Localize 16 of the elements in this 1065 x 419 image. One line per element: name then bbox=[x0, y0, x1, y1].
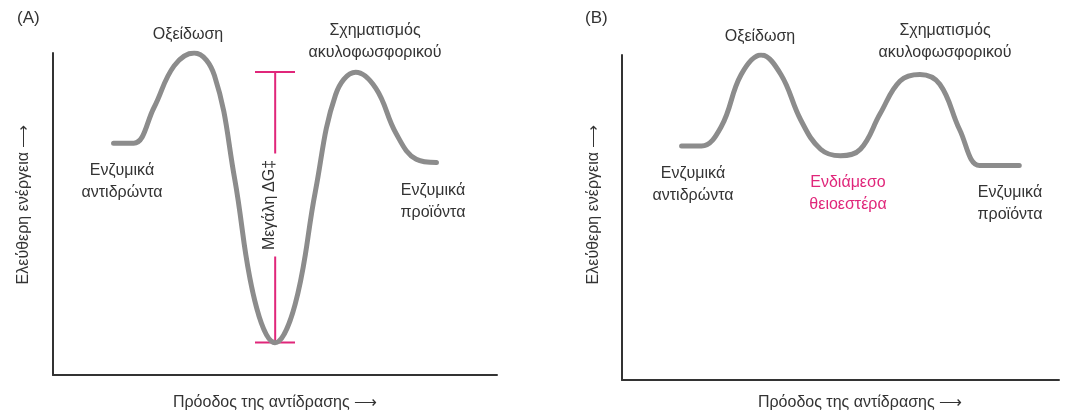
annotation: Ενζυμικά αντιδρώντα bbox=[652, 163, 734, 203]
annotation: Ενζυμικά προϊόντα bbox=[400, 180, 466, 220]
chart-title: (A) bbox=[17, 8, 40, 27]
text: Οξείδωση bbox=[152, 24, 224, 43]
text: Οξείδωση bbox=[724, 26, 796, 45]
annotation: Ενδιάμεσο θειοεστέρα bbox=[809, 173, 887, 213]
annotation: Ενζυμικά αντιδρώντα bbox=[81, 160, 163, 200]
annotation: Σχηματισμός ακυλοφωσφορικού bbox=[308, 20, 442, 60]
annotation: Ενζυμικά προϊόντα bbox=[977, 182, 1043, 222]
x-axis-title: Πρόοδος της αντίδρασης ⟶ bbox=[757, 392, 963, 410]
annotation: Μεγάλη ΔG‡ bbox=[259, 159, 277, 251]
annotation: Σχηματισμός ακυλοφωσφορικού bbox=[878, 20, 1012, 60]
x-axis-title: Πρόοδος της αντίδρασης ⟶ bbox=[172, 392, 378, 410]
y-axis-title: Ελεύθερη ενέργεια ⟶ bbox=[583, 124, 601, 285]
y-axis-title: Ελεύθερη ενέργεια ⟶ bbox=[13, 124, 31, 285]
chart-title: (B) bbox=[585, 8, 608, 27]
